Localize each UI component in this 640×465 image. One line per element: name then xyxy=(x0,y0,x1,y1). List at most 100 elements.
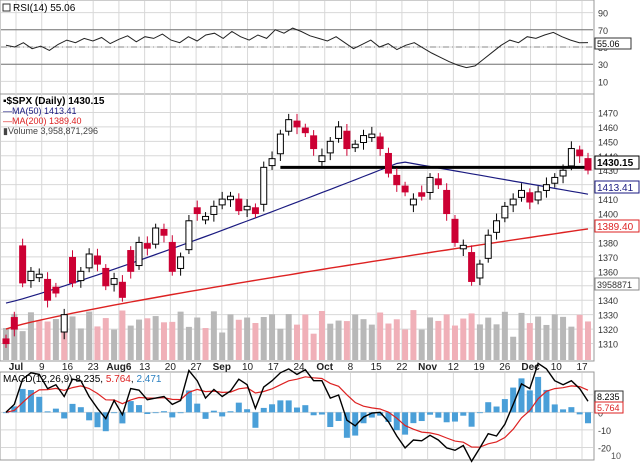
volume-bar xyxy=(485,317,492,360)
macd-tick-label: -20 xyxy=(598,443,611,453)
macd-histogram-bar xyxy=(19,388,26,413)
svg-text:3958871: 3958871 xyxy=(597,280,632,290)
candle-body xyxy=(10,317,18,330)
volume-bar xyxy=(77,328,84,360)
volume-bar xyxy=(560,316,567,360)
volume-bar xyxy=(69,316,76,360)
candle-body xyxy=(401,185,409,193)
volume-bar xyxy=(318,310,325,360)
volume-bar xyxy=(343,321,350,360)
macd-histogram-bar xyxy=(451,412,458,422)
macd-histogram-bar xyxy=(69,403,76,413)
candle-body xyxy=(35,273,43,279)
x-tick-label: 24 xyxy=(293,362,305,373)
candle-body xyxy=(326,140,334,154)
ma50-badge: 1413.41 xyxy=(594,180,640,194)
macd-histogram-bar xyxy=(535,376,542,413)
volume-label: ▮Volume 3,958,871,296 xyxy=(3,126,98,136)
candle-body xyxy=(542,184,550,191)
candle-body xyxy=(376,136,384,150)
macd-histogram-bar xyxy=(44,411,51,413)
volume-bar xyxy=(11,313,18,360)
candle-body xyxy=(285,119,293,132)
candle-body xyxy=(193,207,201,215)
macd-histogram-bar xyxy=(94,412,101,428)
candle-body xyxy=(77,270,85,282)
candle-body xyxy=(526,192,534,203)
macd-histogram-bar xyxy=(127,401,134,413)
macd-histogram-bar xyxy=(310,412,317,416)
candle-body xyxy=(451,218,459,243)
volume-bar xyxy=(460,318,467,360)
macd-label: MACD(12,26,9) 8.235, 5.764, 2.471 xyxy=(3,374,162,385)
macd-histogram-bar xyxy=(318,412,325,415)
volume-bar xyxy=(119,310,126,360)
volume-bar xyxy=(52,319,59,360)
macd-histogram-bar xyxy=(493,406,500,413)
volume-bar xyxy=(360,319,367,360)
macd-histogram-bar xyxy=(52,408,59,413)
macd-histogram-bar xyxy=(177,412,184,414)
macd-histogram-bar xyxy=(160,411,167,413)
candle-body xyxy=(335,126,343,139)
candle-body xyxy=(110,278,118,285)
macd-histogram-bar xyxy=(27,390,34,413)
candle-body xyxy=(576,149,584,157)
candle-body xyxy=(393,174,401,186)
volume-bar xyxy=(451,325,458,360)
macd-histogram-bar xyxy=(418,412,425,422)
rsi-plot xyxy=(1,27,593,69)
volume-bar xyxy=(585,321,591,360)
candle-body xyxy=(168,241,176,272)
volume-bar xyxy=(235,319,242,360)
macd-histogram-bar xyxy=(269,404,276,413)
x-tick-label: 23 xyxy=(88,362,100,373)
symbol-label: ▪$SPX (Daily) 1430.15 xyxy=(3,96,105,107)
rsi-legend-swatch xyxy=(2,3,11,12)
volume-bar xyxy=(385,323,392,360)
svg-text:1413.41: 1413.41 xyxy=(597,183,634,194)
rsi-tick-label: 30 xyxy=(598,60,608,70)
candle-body xyxy=(493,220,501,233)
volume-bar xyxy=(269,314,276,360)
candle-body xyxy=(210,205,218,215)
volume-bar xyxy=(576,314,583,360)
ma200-label: —MA(200) 1389.40 xyxy=(3,116,82,126)
volume-bar xyxy=(435,320,442,360)
candle-body xyxy=(351,143,359,149)
macd-histogram-bar xyxy=(210,410,217,413)
volume-bar xyxy=(44,321,51,360)
x-tick-label: 27 xyxy=(191,362,203,373)
macd-histogram-bar xyxy=(285,400,292,413)
price-tick-label: 1340 xyxy=(598,296,618,306)
volume-bar xyxy=(551,314,558,360)
candle-body xyxy=(160,228,168,236)
volume-bar xyxy=(177,311,184,360)
candle-body xyxy=(27,270,35,282)
macd-histogram-bar xyxy=(460,412,467,416)
volume-bar xyxy=(86,311,93,360)
x-tick-label: 10 xyxy=(242,362,254,373)
macd-histogram-bar xyxy=(510,387,517,413)
candle-body xyxy=(102,267,110,287)
macd-histogram-bar xyxy=(302,405,309,413)
x-tick-label: Aug6 xyxy=(106,362,131,373)
volume-bar xyxy=(185,326,192,360)
x-tick-label: 12 xyxy=(448,362,460,373)
rsi-tick-label: 90 xyxy=(598,9,608,19)
volume-bar xyxy=(410,310,417,360)
candle-body xyxy=(384,152,392,174)
svg-text:1430.15: 1430.15 xyxy=(597,158,634,169)
x-tick-label: Sep xyxy=(213,362,231,373)
candle-body xyxy=(567,148,575,167)
candle-body xyxy=(93,255,101,265)
candle-body xyxy=(52,286,60,294)
candle-body xyxy=(343,130,351,150)
volume-bar xyxy=(102,318,109,360)
candle-body xyxy=(69,256,77,284)
rsi-label: RSI(14) 55.06 xyxy=(13,3,76,14)
candle-body xyxy=(459,244,467,250)
x-tick-label: 22 xyxy=(396,362,408,373)
footer-tick: 10 xyxy=(611,451,621,461)
